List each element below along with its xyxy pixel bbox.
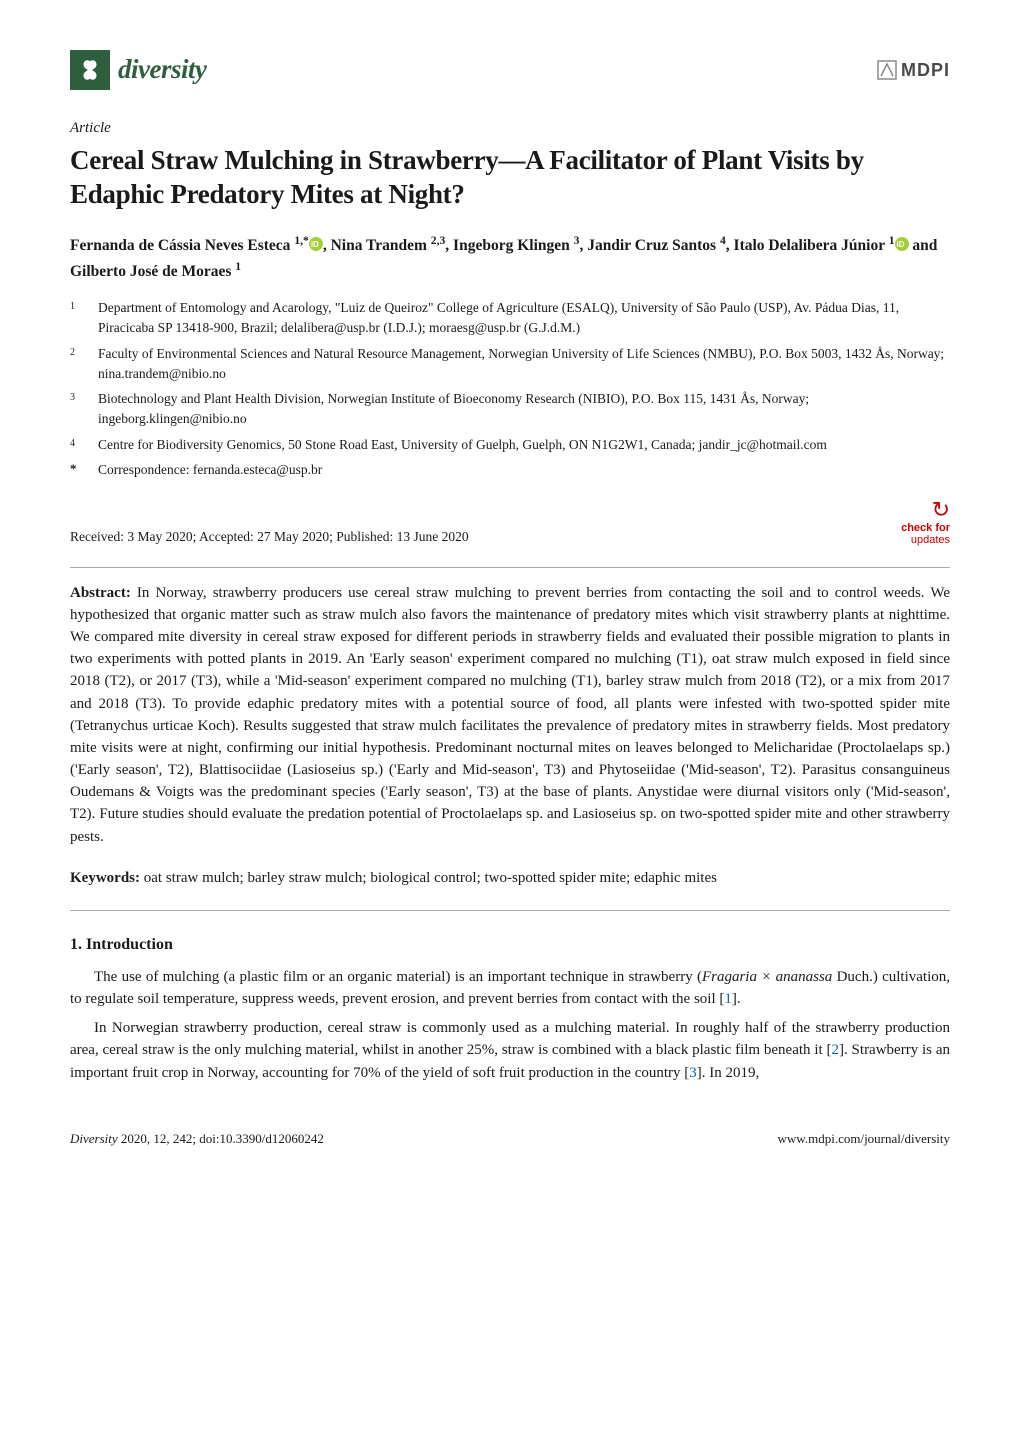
- citation-3[interactable]: 3: [689, 1065, 697, 1081]
- footer-journal: Diversity: [70, 1131, 118, 1146]
- author-affil-sup: 1,*: [294, 234, 309, 247]
- publisher-text: MDPI: [901, 57, 950, 83]
- footer-left: Diversity 2020, 12, 242; doi:10.3390/d12…: [70, 1130, 324, 1149]
- author-separator: ,: [323, 237, 331, 254]
- affiliation-number: 1: [70, 299, 75, 314]
- journal-name: diversity: [118, 50, 206, 89]
- affiliation-text: Faculty of Environmental Sciences and Na…: [98, 346, 944, 381]
- affiliation-text: Department of Entomology and Acarology, …: [98, 300, 899, 335]
- keywords-label: Keywords:: [70, 870, 140, 886]
- header-row: diversity MDPI: [70, 50, 950, 90]
- abstract-block: Abstract: In Norway, strawberry producer…: [70, 567, 950, 848]
- abstract-label: Abstract:: [70, 585, 131, 601]
- keywords-text: Keywords: oat straw mulch; barley straw …: [70, 868, 950, 890]
- publisher-logo: MDPI: [877, 57, 950, 83]
- section-heading-introduction: 1. Introduction: [70, 933, 950, 956]
- affiliation-text: Biotechnology and Plant Health Division,…: [98, 391, 809, 426]
- p2-end: ]. In 2019,: [697, 1065, 760, 1081]
- footer-citation: 2020, 12, 242; doi:10.3390/d12060242: [118, 1131, 324, 1146]
- keywords-block: Keywords: oat straw mulch; barley straw …: [70, 868, 950, 890]
- p1-pre: The use of mulching (a plastic film or a…: [94, 969, 702, 985]
- journal-logo: diversity: [70, 50, 206, 90]
- section-divider: [70, 910, 950, 911]
- affiliation-number: 4: [70, 436, 75, 451]
- p2-pre: In Norwegian strawberry production, cere…: [70, 1020, 950, 1059]
- orcid-icon[interactable]: [895, 237, 909, 251]
- check-updates-badge[interactable]: ↻ check forupdates: [901, 498, 950, 546]
- author-name: Nina Trandem: [331, 237, 431, 254]
- article-title: Cereal Straw Mulching in Strawberry—A Fa…: [70, 143, 950, 212]
- orcid-icon[interactable]: [309, 237, 323, 251]
- footer-right[interactable]: www.mdpi.com/journal/diversity: [778, 1130, 950, 1149]
- correspondence-text: Correspondence: fernanda.esteca@usp.br: [98, 462, 322, 477]
- author-name: Gilberto José de Moraes: [70, 263, 235, 280]
- affiliation-number: 3: [70, 390, 75, 405]
- article-type: Article: [70, 118, 950, 140]
- affiliation-text: Centre for Biodiversity Genomics, 50 Sto…: [98, 437, 827, 452]
- intro-paragraph-2: In Norwegian strawberry production, cere…: [70, 1017, 950, 1085]
- author-separator: and: [909, 237, 938, 254]
- author-affil-sup: 1: [889, 234, 895, 247]
- p1-end: ].: [732, 991, 741, 1007]
- update-line2: updates: [911, 534, 950, 546]
- p1-species: Fragaria × ananassa: [702, 969, 832, 985]
- journal-butterfly-icon: [70, 50, 110, 90]
- page-footer: Diversity 2020, 12, 242; doi:10.3390/d12…: [70, 1130, 950, 1149]
- author-name: Jandir Cruz Santos: [587, 237, 720, 254]
- affiliation-item: 2Faculty of Environmental Sciences and N…: [98, 344, 950, 385]
- keywords-body: oat straw mulch; barley straw mulch; bio…: [140, 870, 717, 886]
- authors-line: Fernanda de Cássia Neves Esteca 1,*, Nin…: [70, 232, 950, 284]
- intro-paragraph-1: The use of mulching (a plastic film or a…: [70, 966, 950, 1011]
- citation-1[interactable]: 1: [724, 991, 732, 1007]
- author-separator: ,: [726, 237, 734, 254]
- author-name: Ingeborg Klingen: [453, 237, 574, 254]
- update-arrows-icon: ↻: [901, 498, 950, 522]
- affiliation-item: 1Department of Entomology and Acarology,…: [98, 298, 950, 339]
- affiliations-list: 1 Department of Entomology and Acarology,…: [70, 298, 950, 480]
- publication-dates: Received: 3 May 2020; Accepted: 27 May 2…: [70, 527, 469, 547]
- abstract-text: Abstract: In Norway, strawberry producer…: [70, 582, 950, 848]
- abstract-body: In Norway, strawberry producers use cere…: [70, 585, 950, 845]
- citation-2[interactable]: 2: [832, 1042, 840, 1058]
- correspondence-mark: *: [70, 459, 77, 479]
- update-line1: check for: [901, 522, 950, 534]
- author-affil-sup: 2,3: [431, 234, 446, 247]
- affiliation-item: 3Biotechnology and Plant Health Division…: [98, 389, 950, 430]
- dates-row: Received: 3 May 2020; Accepted: 27 May 2…: [70, 498, 950, 546]
- affiliation-number: 2: [70, 345, 75, 360]
- affiliation-item: 4Centre for Biodiversity Genomics, 50 St…: [98, 435, 950, 455]
- author-name: Fernanda de Cássia Neves Esteca: [70, 237, 294, 254]
- author-name: Italo Delalibera Júnior: [734, 237, 889, 254]
- correspondence-item: *Correspondence: fernanda.esteca@usp.br: [98, 460, 950, 480]
- author-affil-sup: 1: [235, 260, 241, 273]
- author-separator: ,: [445, 237, 453, 254]
